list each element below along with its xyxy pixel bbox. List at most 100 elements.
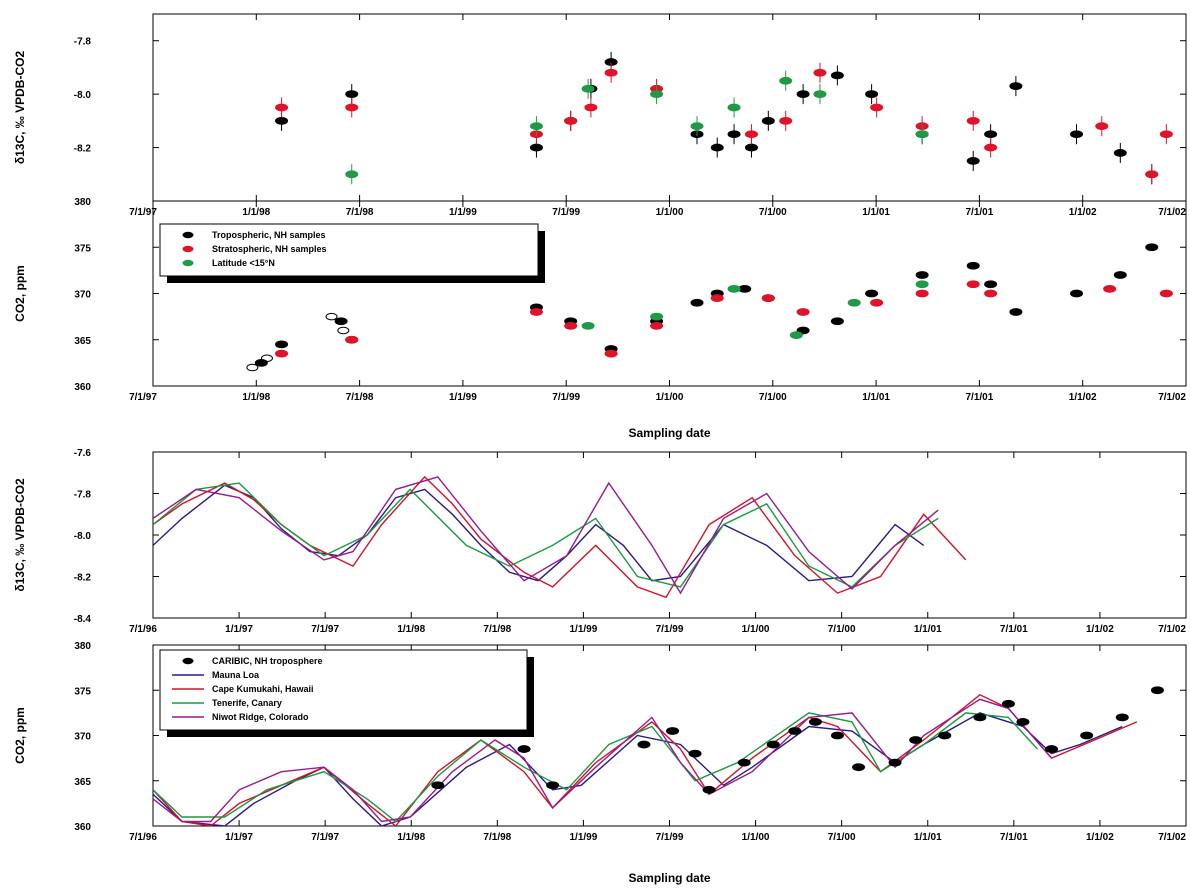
x-tick-label: 7/1/98 [346, 207, 374, 218]
data-point [275, 349, 289, 358]
x-axis-label: Sampling date [628, 426, 710, 440]
x-tick-label: 1/1/00 [742, 832, 770, 843]
data-point [789, 331, 803, 340]
data-point [1001, 699, 1015, 708]
data-point [345, 90, 359, 99]
data-point [529, 308, 543, 316]
data-point [275, 116, 289, 125]
y-tick-label: 370 [74, 290, 91, 301]
x-tick-label: 7/1/02 [1158, 392, 1186, 403]
x-axis-label: Sampling date [628, 871, 710, 885]
data-point [1150, 686, 1164, 695]
data-point [517, 745, 531, 753]
data-point [650, 312, 664, 321]
data-point [688, 749, 702, 758]
chart-panel-3: 7/1/96 1/1/97 7/1/97 1/1/98 7/1/98 1/1/99 7/1/… [13, 448, 1187, 635]
x-tick-label: 1/1/99 [449, 207, 477, 218]
y-tick-label: 380 [74, 197, 91, 208]
data-point [564, 321, 578, 330]
x-tick-label: 7/1/96 [129, 832, 157, 843]
x-tick-label: 7/1/97 [311, 624, 339, 635]
y-tick-label: 375 [74, 686, 91, 697]
data-point [830, 71, 844, 80]
open-marker [325, 312, 338, 321]
y-axis-label: δ13C, ‰ VPDB-CO2 [13, 51, 27, 165]
data-point [984, 130, 998, 139]
x-tick-label: 7/1/97 [129, 207, 157, 218]
x-tick-label: 1/1/98 [397, 832, 425, 843]
data-point [1045, 745, 1059, 753]
data-point [915, 280, 929, 289]
x-tick-label: 1/1/98 [242, 392, 270, 403]
data-point [345, 335, 359, 344]
data-point [966, 280, 980, 289]
x-tick-label: 7/1/02 [1158, 832, 1186, 843]
y-tick-label: 370 [74, 732, 91, 743]
y-tick-label: -7.8 [74, 490, 92, 501]
y-tick-label: 360 [74, 382, 91, 393]
data-point [345, 103, 359, 112]
data-point [788, 727, 802, 735]
x-tick-label: 7/1/02 [1158, 207, 1186, 218]
data-point [830, 317, 844, 326]
series-line-cape-kumukahi-hawaii [153, 475, 967, 599]
x-tick-label: 1/1/99 [449, 392, 477, 403]
data-point [529, 122, 543, 131]
data-point [761, 116, 775, 125]
legend-marker [182, 231, 194, 239]
data-point [529, 143, 543, 152]
x-tick-label: 1/1/97 [225, 624, 253, 635]
x-tick-label: 1/1/01 [862, 392, 890, 403]
data-point [275, 103, 289, 112]
data-point [727, 130, 741, 139]
data-point [830, 731, 844, 740]
chart-panel-4: 7/1/96 1/1/97 7/1/97 1/1/98 7/1/98 1/1/99 7/1/… [13, 641, 1187, 885]
legend: CARIBIC, NH troposphere Mauna Loa Cape Kum… [159, 649, 534, 737]
data-point [1159, 130, 1173, 139]
data-point [973, 713, 987, 722]
data-point [915, 271, 929, 279]
x-tick-label: 7/1/99 [656, 832, 684, 843]
x-tick-label: 7/1/00 [759, 392, 787, 403]
x-tick-label: 1/1/99 [570, 624, 598, 635]
x-tick-label: 1/1/00 [656, 207, 684, 218]
y-tick-label: 360 [74, 822, 91, 833]
chart-panel-1: 7/1/97 1/1/98 7/1/98 1/1/99 7/1/99 1/1/00 7/1/… [13, 13, 1187, 218]
data-point [564, 116, 578, 125]
x-tick-label: 7/1/00 [759, 207, 787, 218]
data-point [966, 157, 980, 165]
open-marker [337, 326, 350, 335]
data-point [345, 170, 359, 179]
data-point [870, 298, 884, 307]
x-tick-label: 7/1/00 [828, 624, 856, 635]
data-point [813, 90, 827, 99]
series-line-niwot-ridge-colorado [153, 698, 1053, 823]
data-point [1009, 308, 1023, 316]
data-point [604, 349, 618, 358]
data-point [847, 298, 861, 307]
data-point [984, 143, 998, 152]
data-point [966, 116, 980, 125]
data-point [744, 130, 758, 139]
x-tick-label: 1/1/01 [862, 207, 890, 218]
x-tick-label: 7/1/99 [656, 624, 684, 635]
data-point [690, 298, 704, 307]
data-point [938, 731, 952, 740]
data-point [808, 718, 822, 726]
legend-label: Tropospheric, NH samples [212, 230, 326, 240]
x-tick-label: 7/1/01 [1000, 832, 1028, 843]
y-tick-label: -8.2 [74, 144, 92, 155]
data-point [870, 103, 884, 112]
x-tick-label: 1/1/02 [1069, 207, 1097, 218]
y-tick-label: -8.0 [74, 531, 92, 542]
data-point [761, 294, 775, 303]
plot-area [275, 52, 1173, 185]
legend-label: Tenerife, Canary [212, 698, 282, 708]
data-point [737, 758, 751, 767]
data-point [852, 763, 866, 772]
y-axis-label: CO2, ppm [13, 707, 27, 764]
x-tick-label: 7/1/99 [552, 392, 580, 403]
data-point [865, 289, 879, 298]
data-point [779, 76, 793, 85]
x-tick-label: 1/1/98 [397, 624, 425, 635]
